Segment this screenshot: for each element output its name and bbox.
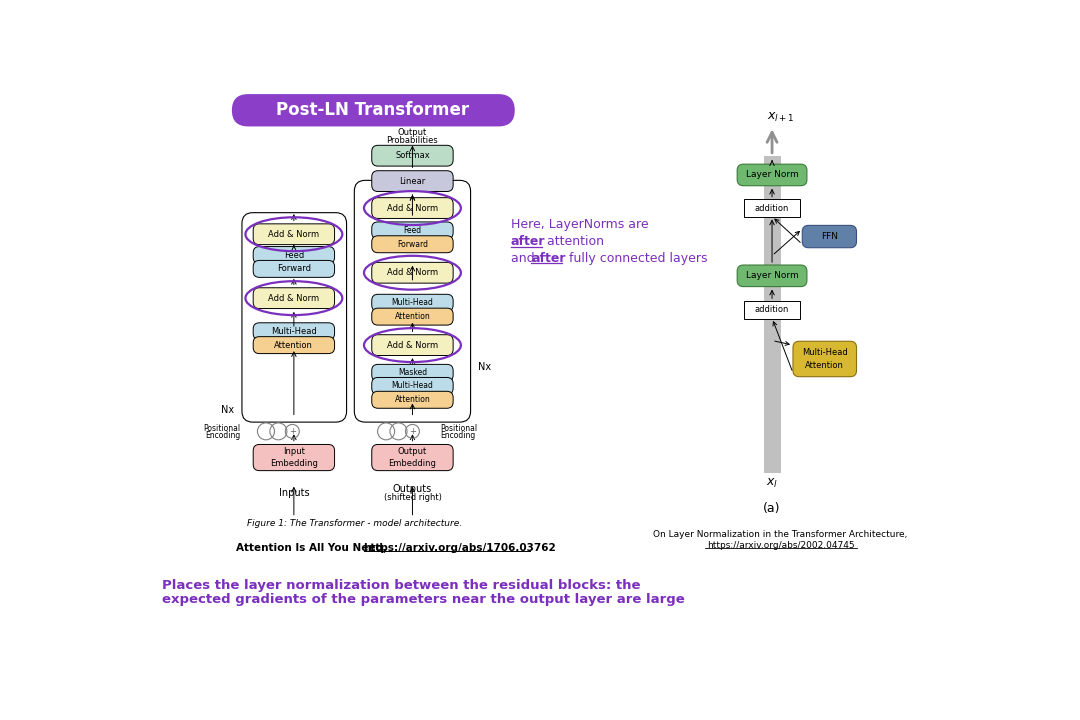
FancyBboxPatch shape bbox=[372, 198, 454, 218]
Text: Feed: Feed bbox=[284, 251, 303, 259]
Text: Linear: Linear bbox=[400, 176, 426, 186]
FancyBboxPatch shape bbox=[738, 265, 807, 287]
Text: expected gradients of the parameters near the output layer are large: expected gradients of the parameters nea… bbox=[162, 593, 685, 606]
Text: Add & Norm: Add & Norm bbox=[268, 294, 320, 302]
Text: attention: attention bbox=[543, 235, 605, 248]
Text: Embedding: Embedding bbox=[270, 459, 318, 468]
FancyBboxPatch shape bbox=[372, 145, 454, 166]
Text: Forward: Forward bbox=[397, 240, 428, 248]
Text: fully connected layers: fully connected layers bbox=[565, 253, 707, 266]
Text: Add & Norm: Add & Norm bbox=[387, 204, 438, 212]
Text: Embedding: Embedding bbox=[389, 459, 436, 468]
Text: FFN: FFN bbox=[821, 232, 838, 241]
FancyBboxPatch shape bbox=[802, 225, 856, 248]
Text: Attention: Attention bbox=[394, 395, 430, 405]
Text: https://arxiv.org/abs/2002.04745: https://arxiv.org/abs/2002.04745 bbox=[706, 541, 854, 550]
Text: and: and bbox=[511, 253, 539, 266]
Text: Here, LayerNorms are: Here, LayerNorms are bbox=[511, 218, 648, 232]
Text: $x_{l+1}$: $x_{l+1}$ bbox=[767, 111, 795, 124]
Text: Attention Is All You Need,: Attention Is All You Need, bbox=[235, 544, 390, 554]
Text: Inputs: Inputs bbox=[279, 488, 309, 498]
FancyBboxPatch shape bbox=[372, 294, 454, 311]
FancyBboxPatch shape bbox=[372, 391, 454, 408]
Text: Positional: Positional bbox=[441, 424, 477, 433]
FancyBboxPatch shape bbox=[372, 308, 454, 325]
Text: Multi-Head: Multi-Head bbox=[801, 348, 848, 357]
FancyBboxPatch shape bbox=[253, 246, 335, 264]
Text: Figure 1: The Transformer - model architecture.: Figure 1: The Transformer - model archit… bbox=[246, 519, 462, 528]
FancyBboxPatch shape bbox=[372, 235, 454, 253]
FancyBboxPatch shape bbox=[253, 323, 335, 340]
Text: Probabilities: Probabilities bbox=[387, 136, 438, 145]
Text: Attention: Attention bbox=[274, 341, 313, 350]
Text: $x_l$: $x_l$ bbox=[766, 477, 778, 490]
FancyBboxPatch shape bbox=[793, 341, 856, 377]
Bar bbox=[744, 199, 800, 217]
Text: after: after bbox=[531, 253, 566, 266]
FancyBboxPatch shape bbox=[372, 222, 454, 239]
FancyBboxPatch shape bbox=[253, 224, 335, 245]
Text: Attention: Attention bbox=[806, 361, 845, 369]
FancyBboxPatch shape bbox=[372, 171, 454, 192]
Bar bbox=[764, 156, 781, 473]
FancyBboxPatch shape bbox=[372, 377, 454, 395]
FancyBboxPatch shape bbox=[253, 288, 335, 309]
Text: Post-LN Transformer: Post-LN Transformer bbox=[276, 102, 470, 120]
Text: Output: Output bbox=[397, 128, 427, 137]
Text: Multi-Head: Multi-Head bbox=[271, 327, 316, 336]
Text: Nx: Nx bbox=[477, 362, 490, 372]
Text: addition: addition bbox=[755, 204, 789, 212]
Text: Outputs: Outputs bbox=[393, 484, 432, 494]
Text: Forward: Forward bbox=[276, 264, 311, 274]
Text: Feed: Feed bbox=[404, 226, 421, 235]
FancyBboxPatch shape bbox=[253, 261, 335, 277]
FancyBboxPatch shape bbox=[253, 337, 335, 354]
FancyBboxPatch shape bbox=[372, 364, 454, 382]
Text: +: + bbox=[409, 427, 416, 436]
Text: (shifted right): (shifted right) bbox=[383, 493, 442, 502]
Text: Add & Norm: Add & Norm bbox=[387, 269, 438, 277]
FancyBboxPatch shape bbox=[253, 444, 335, 471]
Text: Add & Norm: Add & Norm bbox=[268, 230, 320, 239]
Text: Input: Input bbox=[283, 447, 305, 456]
Text: after: after bbox=[511, 235, 545, 248]
FancyBboxPatch shape bbox=[738, 164, 807, 186]
Text: Encoding: Encoding bbox=[441, 431, 475, 441]
Text: On Layer Normalization in the Transformer Architecture,: On Layer Normalization in the Transforme… bbox=[653, 530, 908, 539]
Text: Nx: Nx bbox=[221, 405, 234, 415]
Text: Attention: Attention bbox=[394, 312, 430, 321]
Bar bbox=[744, 301, 800, 318]
Text: Multi-Head: Multi-Head bbox=[392, 298, 433, 307]
Text: Layer Norm: Layer Norm bbox=[745, 271, 798, 280]
FancyBboxPatch shape bbox=[372, 262, 454, 283]
FancyBboxPatch shape bbox=[372, 444, 454, 471]
Text: (a): (a) bbox=[764, 502, 781, 515]
Text: +: + bbox=[288, 427, 296, 436]
Text: Encoding: Encoding bbox=[205, 431, 241, 441]
Text: Places the layer normalization between the residual blocks: the: Places the layer normalization between t… bbox=[162, 579, 640, 592]
Text: Layer Norm: Layer Norm bbox=[745, 171, 798, 179]
Text: Masked: Masked bbox=[397, 369, 427, 377]
Text: Multi-Head: Multi-Head bbox=[392, 382, 433, 390]
Text: Output: Output bbox=[397, 447, 427, 456]
Text: Softmax: Softmax bbox=[395, 151, 430, 160]
Text: https://arxiv.org/abs/1706.03762: https://arxiv.org/abs/1706.03762 bbox=[364, 544, 556, 554]
Text: Add & Norm: Add & Norm bbox=[387, 341, 438, 350]
FancyBboxPatch shape bbox=[372, 335, 454, 356]
FancyBboxPatch shape bbox=[232, 94, 515, 127]
Text: addition: addition bbox=[755, 305, 789, 314]
Text: Positional: Positional bbox=[203, 424, 241, 433]
